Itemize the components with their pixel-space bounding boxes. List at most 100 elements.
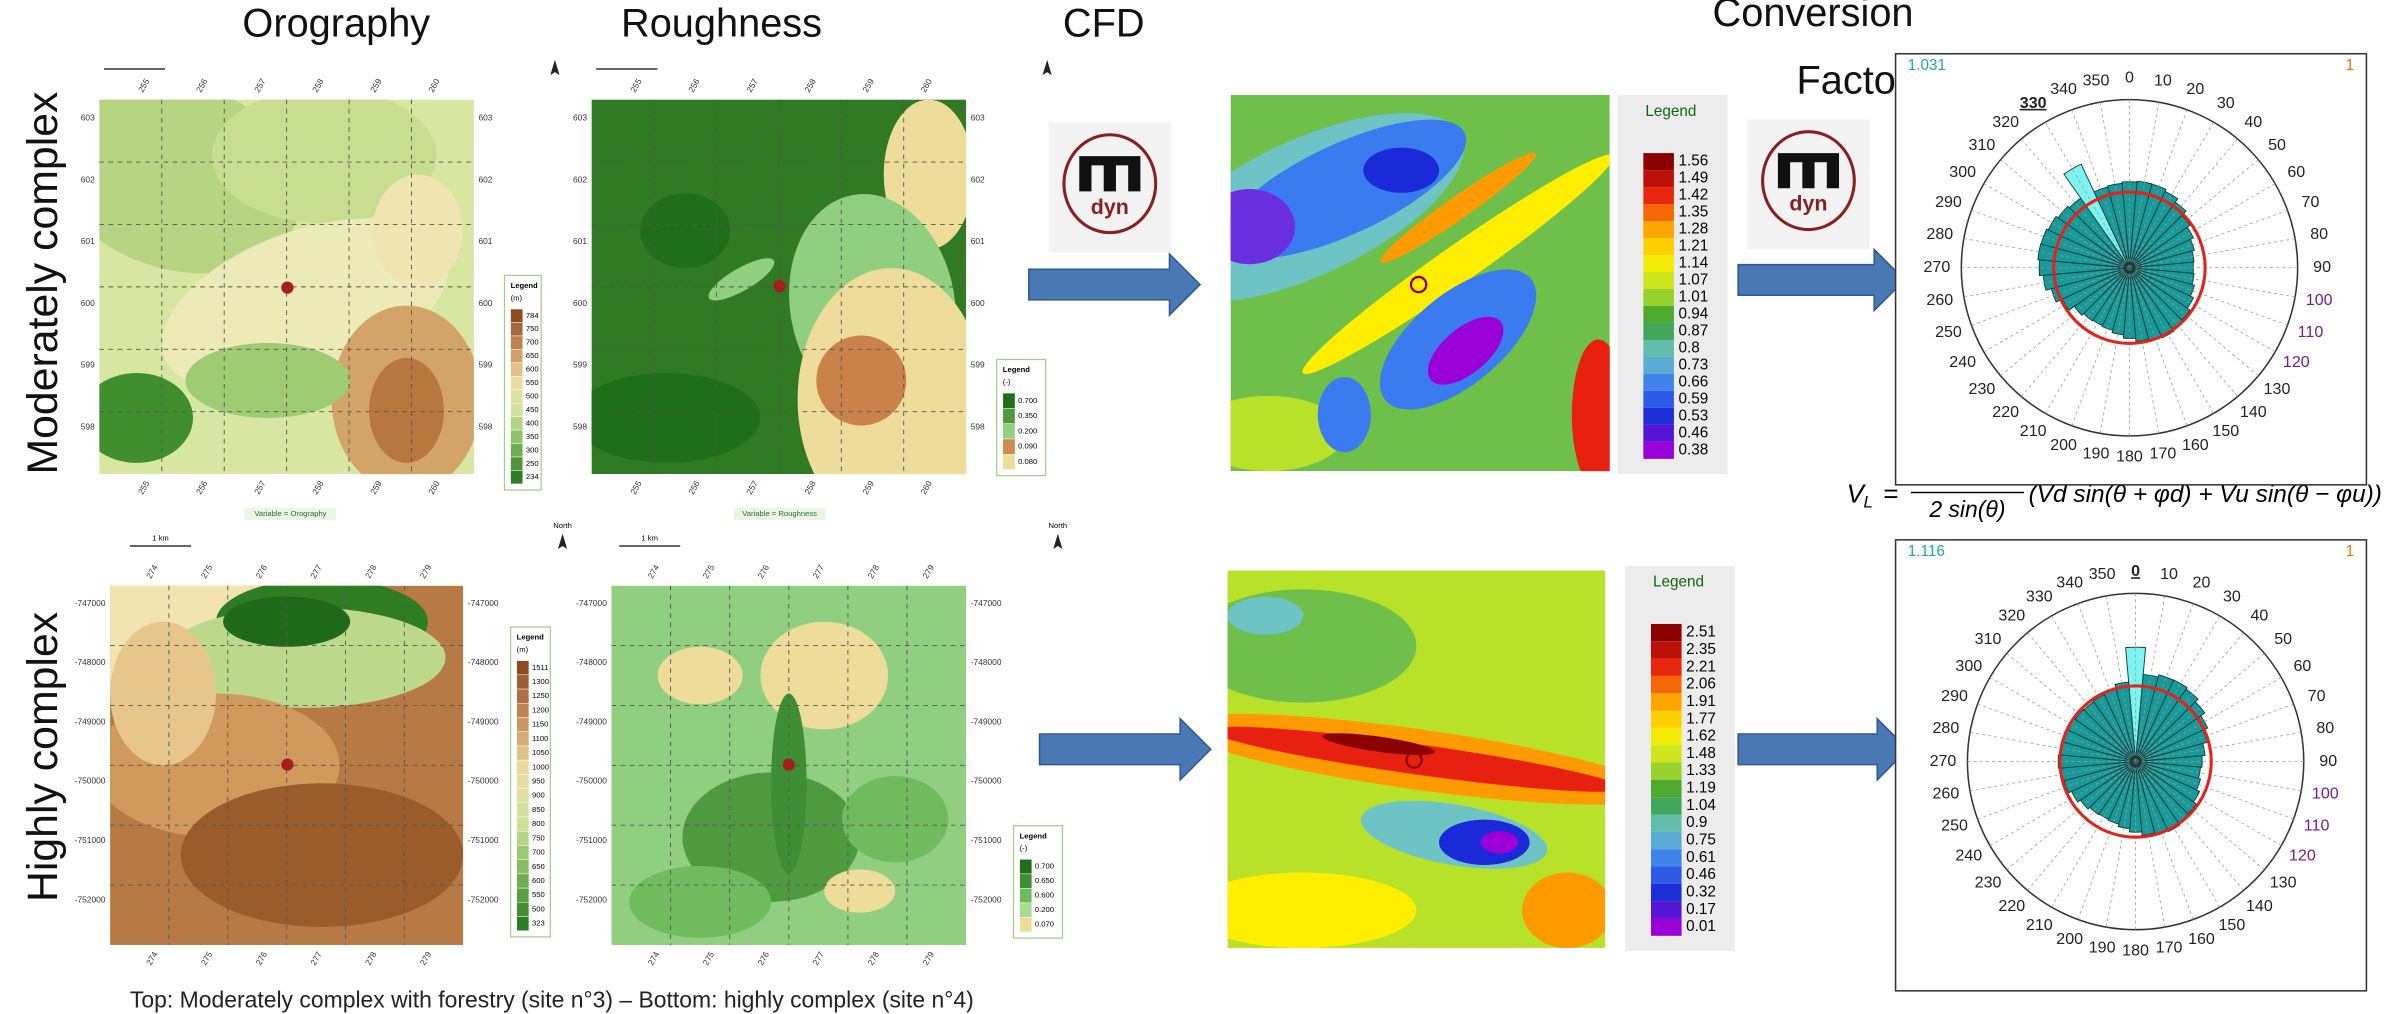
rose-label: 140 xyxy=(2246,897,2273,915)
rose-wedge xyxy=(2129,190,2179,269)
rose-max: 1.031 xyxy=(1908,57,1946,74)
legend-label: 323 xyxy=(532,919,545,928)
rose-label: 70 xyxy=(2302,193,2320,211)
legend-label: 1.42 xyxy=(1679,187,1709,204)
legend-swatch xyxy=(510,429,524,444)
legend-swatch xyxy=(1650,762,1682,780)
north-arrow xyxy=(1053,533,1063,550)
rose-label: 10 xyxy=(2160,565,2178,583)
legend-label: 1.01 xyxy=(1679,289,1709,306)
legend-label: 1.14 xyxy=(1679,255,1709,272)
y-tick-label: -747000 xyxy=(576,598,607,608)
map-region xyxy=(223,596,351,647)
legend-label: 0.38 xyxy=(1679,441,1709,458)
caption: Top: Moderately complex with forestry (s… xyxy=(130,987,974,1013)
rose-label: 110 xyxy=(2304,817,2330,835)
logo-text: dyn xyxy=(1091,195,1129,219)
legend-swatch xyxy=(1650,693,1682,711)
y-tick-label: 601 xyxy=(81,236,95,246)
y-tick-label: -751000 xyxy=(75,835,106,845)
legend-title: Legend xyxy=(1653,574,1704,591)
legend-swatch xyxy=(516,745,530,761)
x-tick-label: 258 xyxy=(802,77,818,94)
x-tick-label: 260 xyxy=(918,479,934,496)
map-region xyxy=(1317,377,1371,453)
y-tick-label: 600 xyxy=(478,298,492,308)
y-tick-label: 598 xyxy=(971,422,985,432)
rose-label: 50 xyxy=(2268,136,2286,154)
map-region xyxy=(1322,733,1435,755)
legend-swatch xyxy=(1650,727,1682,746)
rose-label: 120 xyxy=(2289,847,2316,865)
legend-swatch xyxy=(510,362,524,377)
arrow xyxy=(1737,716,1909,782)
legend-label: 0.200 xyxy=(1035,905,1054,914)
rose-label: 160 xyxy=(2188,930,2215,948)
y-tick-label: -747000 xyxy=(468,598,499,608)
legend-label: 500 xyxy=(532,904,545,913)
legend-swatch xyxy=(1002,454,1016,470)
y-tick-label: -751000 xyxy=(576,835,607,845)
rose-wedge xyxy=(2106,182,2130,268)
legend-label: 1.49 xyxy=(1679,170,1709,187)
legend-swatch xyxy=(1643,390,1674,408)
rose-label: 290 xyxy=(1935,193,1962,211)
legend-label: 0.17 xyxy=(1686,901,1716,918)
map-region xyxy=(1230,189,1296,265)
y-tick-label: 600 xyxy=(81,298,95,308)
rose-highlight: 330 xyxy=(2020,94,2047,112)
y-tick-label: 599 xyxy=(81,360,95,370)
x-tick-label: 259 xyxy=(860,77,876,94)
legend-label: 0.53 xyxy=(1679,407,1709,424)
rose-label: 310 xyxy=(1975,630,2002,648)
legend-label: 850 xyxy=(532,805,545,814)
rose-wedge xyxy=(2135,679,2188,762)
legend-label: 1.28 xyxy=(1679,221,1709,238)
map-region xyxy=(1380,152,1536,263)
legend-swatch xyxy=(510,470,524,485)
legend-label: 0.73 xyxy=(1679,356,1709,373)
legend-swatch xyxy=(1002,392,1016,409)
map-region xyxy=(1227,589,1417,703)
map-region xyxy=(1227,726,1606,792)
legend-swatch xyxy=(516,674,530,690)
legend-label: 0.8 xyxy=(1679,339,1700,356)
site-marker xyxy=(281,758,294,771)
y-tick-label: -748000 xyxy=(75,657,106,667)
legend-swatch xyxy=(510,389,524,404)
map-region xyxy=(185,343,351,418)
legend-swatch xyxy=(510,349,524,364)
legend-label: 1000 xyxy=(532,762,549,771)
legend-swatch xyxy=(1643,153,1674,171)
legend-swatch xyxy=(1643,441,1674,459)
rose-label: 250 xyxy=(1935,323,1962,341)
rose-label: 270 xyxy=(1930,752,1957,770)
legend-label: 1511 xyxy=(532,663,548,672)
rose-label: 210 xyxy=(2020,422,2047,440)
x-tick-label: 255 xyxy=(136,479,152,496)
y-tick-label: 598 xyxy=(573,422,587,432)
rose-label: 150 xyxy=(2212,422,2239,440)
x-tick-label: 279 xyxy=(920,949,936,966)
y-tick-label: -749000 xyxy=(576,716,607,726)
legend-swatch xyxy=(1643,322,1674,340)
arrow xyxy=(1028,252,1202,317)
legend-label: 1200 xyxy=(532,705,549,714)
scale-label: 1 km xyxy=(152,533,169,542)
legend-label: 250 xyxy=(526,459,539,468)
rose-scale: 1 xyxy=(2346,543,2355,560)
x-tick-label: 260 xyxy=(426,77,442,94)
rose-label: 80 xyxy=(2310,225,2328,243)
rose-label: 20 xyxy=(2186,80,2204,98)
rose-label: 170 xyxy=(2156,938,2183,956)
legend-swatch xyxy=(510,402,524,417)
legend-label: 1.48 xyxy=(1686,745,1716,762)
legend-label: 0.46 xyxy=(1679,424,1709,441)
legend-swatch xyxy=(1650,623,1682,642)
rose-label: 260 xyxy=(1933,785,1960,803)
y-tick-label: 603 xyxy=(971,113,985,123)
logo-m xyxy=(1777,153,1840,189)
legend-swatch xyxy=(516,859,530,875)
y-tick-label: -751000 xyxy=(468,835,499,845)
